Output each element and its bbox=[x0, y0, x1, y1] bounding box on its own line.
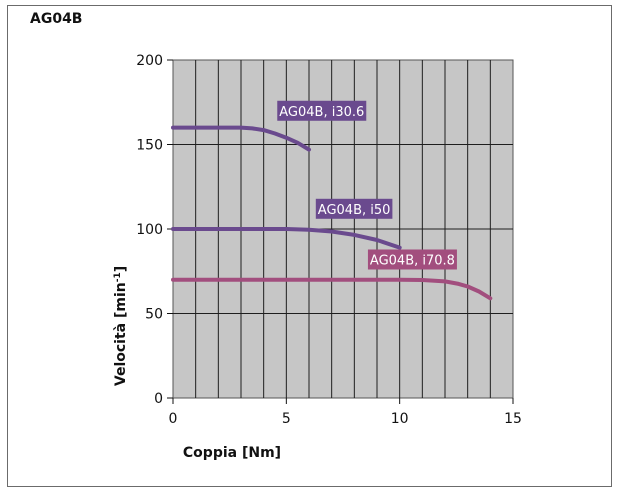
x-tick-label: 0 bbox=[169, 411, 178, 427]
y-tick-label: 0 bbox=[154, 391, 163, 407]
y-tick-label: 100 bbox=[136, 222, 163, 238]
series-label-box bbox=[277, 100, 367, 121]
series-label-box bbox=[315, 198, 393, 219]
series-label-box bbox=[367, 249, 457, 270]
y-tick-label: 150 bbox=[136, 138, 163, 154]
x-tick-label: 15 bbox=[504, 411, 522, 427]
chart-heading: AG04B bbox=[30, 11, 83, 27]
series-line bbox=[171, 227, 402, 250]
y-tick-label: 50 bbox=[145, 307, 163, 323]
y-tick-label: 200 bbox=[136, 53, 163, 69]
series-label: AG04B, i30.6 bbox=[279, 105, 364, 120]
series-line bbox=[171, 277, 493, 301]
x-tick-label: 10 bbox=[391, 411, 409, 427]
x-tick-label: 5 bbox=[282, 411, 291, 427]
x-axis-label: Coppia [Nm] bbox=[183, 445, 281, 461]
y-axis-label: Velocità [min-1] bbox=[113, 266, 129, 386]
series-label: AG04B, i50 bbox=[318, 203, 391, 218]
series-line bbox=[171, 125, 311, 152]
series-label: AG04B, i70.8 bbox=[370, 253, 455, 268]
